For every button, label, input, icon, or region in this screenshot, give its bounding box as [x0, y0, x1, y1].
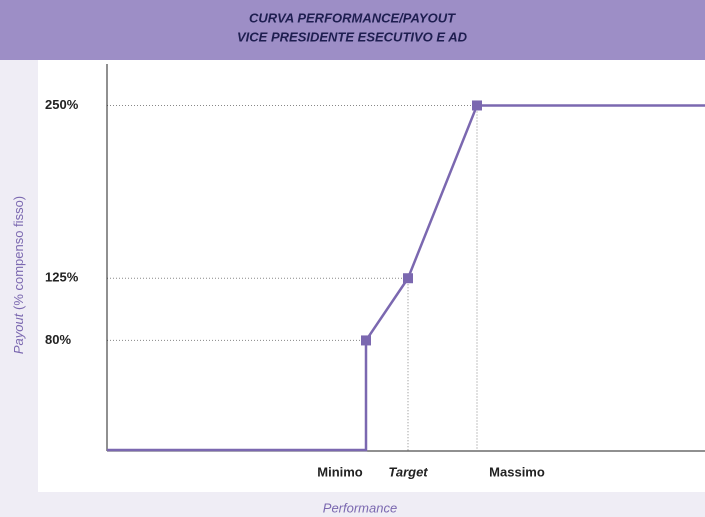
- payout-floor: [107, 340, 368, 452]
- y-axis-label: Payout (% compenso fisso): [11, 196, 26, 354]
- plot-area: [38, 60, 705, 492]
- x-tick-label: Target: [388, 464, 428, 479]
- y-axis-label-italic: Payout: [11, 312, 26, 354]
- y-tick-label: 125%: [45, 270, 79, 285]
- chart-subtitle: VICE PRESIDENTE ESECUTIVO E AD: [237, 29, 468, 44]
- y-tick-label: 80%: [45, 332, 71, 347]
- y-axis-label-rest: (% compenso fisso): [11, 196, 26, 310]
- marker: [361, 335, 371, 346]
- marker: [472, 100, 482, 111]
- header: [0, 0, 705, 60]
- marker: [403, 273, 413, 284]
- x-tick-label: Minimo: [317, 464, 363, 479]
- y-tick-label: 250%: [45, 97, 79, 112]
- chart-title: CURVA PERFORMANCE/PAYOUT: [249, 10, 456, 25]
- x-axis-label: Performance: [323, 500, 397, 515]
- x-tick-label: Massimo: [489, 464, 545, 479]
